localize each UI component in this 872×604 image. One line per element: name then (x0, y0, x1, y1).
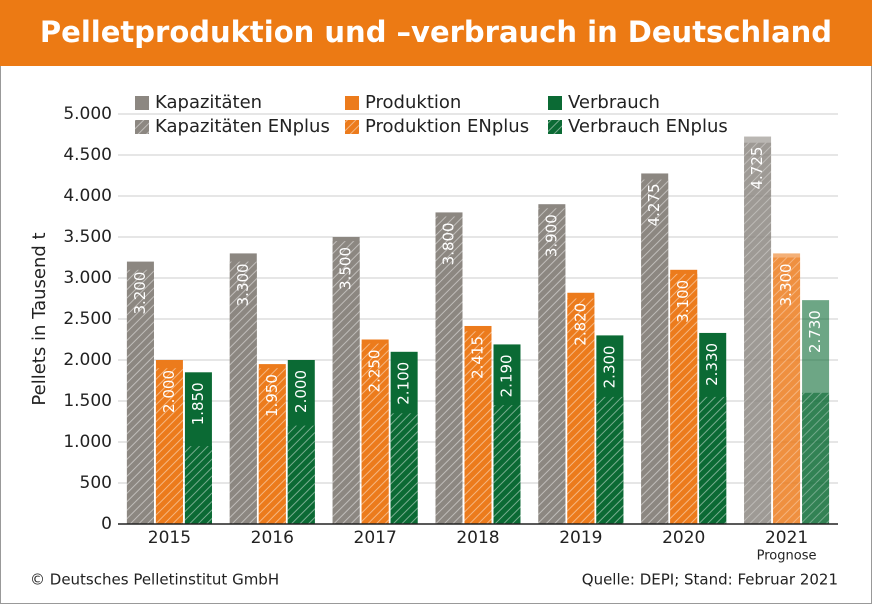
value-label: 3.100 (674, 280, 692, 323)
value-label: 3.300 (234, 263, 252, 306)
y-tick-label: 4.500 (63, 145, 112, 165)
value-label: 3.900 (542, 214, 560, 257)
legend-swatch (345, 96, 359, 110)
bar-enplus (361, 343, 389, 524)
y-axis-title: Pellets in Tausend t (29, 232, 50, 405)
bar-enplus (390, 413, 418, 524)
bar-enplus (641, 179, 669, 524)
x-tick-label: 2016 (251, 528, 294, 548)
value-label: 2.000 (292, 370, 310, 413)
legend-swatch (548, 120, 562, 134)
value-label: 4.725 (748, 147, 766, 190)
footer-left: © Deutsches Pelletinstitut GmbH (30, 571, 279, 589)
bar-enplus (699, 396, 727, 524)
x-tick-label: 2019 (559, 528, 602, 548)
footer-right: Quelle: DEPI; Stand: Februar 2021 (582, 571, 838, 589)
chart-title: Pelletproduktion und –verbrauch in Deuts… (40, 15, 832, 49)
bar-enplus (802, 392, 830, 524)
bar-enplus (155, 368, 183, 524)
bar-enplus (435, 216, 463, 524)
bar-enplus (287, 425, 315, 524)
bar-enplus (126, 269, 154, 524)
value-label: 2.415 (469, 336, 487, 379)
value-label: 3.500 (337, 247, 355, 290)
value-label: 3.300 (777, 263, 795, 306)
bar-enplus (596, 396, 624, 524)
bar-enplus (538, 208, 566, 525)
value-label: 2.330 (703, 343, 721, 386)
x-tick-label: 2018 (456, 528, 499, 548)
y-tick-label: 0 (101, 514, 112, 534)
y-tick-label: 4.000 (63, 186, 112, 206)
legend-swatch (135, 120, 149, 134)
header (0, 0, 872, 66)
legend-swatch (345, 120, 359, 134)
value-label: 3.200 (131, 272, 149, 315)
bar-enplus (567, 298, 595, 524)
legend-label: Verbrauch (568, 92, 660, 113)
value-label: 2.300 (600, 345, 618, 388)
y-tick-label: 5.000 (63, 104, 112, 124)
legend-label: Verbrauch ENplus (568, 116, 728, 137)
x-tick-label: 2021 (765, 528, 808, 548)
bar-enplus (184, 446, 212, 524)
value-label: 2.730 (806, 310, 824, 353)
value-label: 2.820 (571, 303, 589, 346)
value-label: 3.800 (440, 222, 458, 265)
bar-enplus (744, 142, 772, 524)
value-label: 2.190 (498, 354, 516, 397)
y-tick-label: 3.000 (63, 268, 112, 288)
y-tick-label: 2.500 (63, 309, 112, 329)
y-tick-label: 1.500 (63, 391, 112, 411)
y-tick-label: 2.000 (63, 350, 112, 370)
legend-label: Kapazitäten (155, 92, 262, 113)
x-tick-label: 2017 (354, 528, 397, 548)
y-tick-label: 3.500 (63, 227, 112, 247)
legend-label: Kapazitäten ENplus (155, 116, 330, 137)
bar-enplus (464, 331, 492, 524)
bar-enplus (493, 405, 521, 524)
value-label: 2.000 (160, 370, 178, 413)
value-label: 1.950 (263, 374, 281, 417)
y-tick-label: 500 (80, 473, 112, 493)
x-tick-note: Prognose (757, 549, 817, 564)
legend-swatch (548, 96, 562, 110)
legend-label: Produktion (365, 92, 461, 113)
x-tick-label: 2015 (148, 528, 191, 548)
legend-swatch (135, 96, 149, 110)
bar-enplus (670, 273, 698, 524)
bar-enplus (229, 261, 257, 524)
value-label: 1.850 (189, 382, 207, 425)
value-label: 2.100 (395, 362, 413, 405)
value-label: 4.275 (645, 183, 663, 226)
value-label: 2.250 (366, 350, 384, 393)
bar-enplus (258, 368, 286, 524)
bar-enplus (332, 241, 360, 524)
bar-enplus (773, 257, 801, 524)
legend-label: Produktion ENplus (365, 116, 529, 137)
x-tick-label: 2020 (662, 528, 705, 548)
y-tick-label: 1.000 (63, 432, 112, 452)
